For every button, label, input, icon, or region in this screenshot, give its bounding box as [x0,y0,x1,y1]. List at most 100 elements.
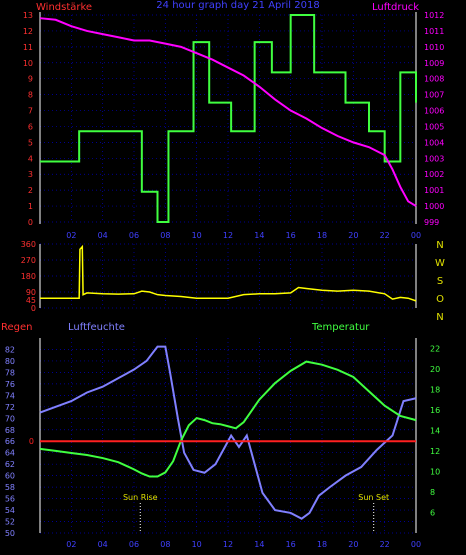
compass-label: N [436,240,443,251]
humidity-tick-label: 70 [5,414,15,423]
direction-series-line [40,244,417,302]
pressure-tick-label: 1012 [424,11,444,20]
wind-series-line [40,14,417,223]
wind-tick-label: 9 [28,75,33,84]
dir-tick-label: 180 [21,272,36,281]
compass-label: O [436,294,444,305]
sun-annotation: Sun Set [358,493,389,502]
humidity-tick-label: 60 [5,472,15,481]
x-tick-label-bottom: 10 [192,540,202,549]
pressure-tick-label: 1005 [424,122,444,131]
x-tick-label-bottom: 00 [411,540,421,549]
wind-tick-label: 11 [23,43,33,52]
dir-tick-label: 90 [26,288,36,297]
x-tick-label: 20 [348,231,358,240]
x-tick-label: 04 [98,231,108,240]
x-tick-label: 16 [286,231,296,240]
x-tick-label: 12 [223,231,233,240]
pressure-tick-label: 1008 [424,75,444,84]
humidity-tick-label: 52 [5,518,15,527]
wind-tick-label: 3 [28,170,33,179]
humidity-tick-label: 58 [5,483,15,492]
x-tick-label-bottom: 06 [129,540,139,549]
temperature-tick-label: 22 [430,344,440,353]
humidity-tick-label: 82 [5,345,15,354]
wind-tick-label: 8 [28,91,33,100]
pressure-tick-label: 1010 [424,43,444,52]
pressure-tick-label: 1001 [424,186,444,195]
legend-regen: Regen [1,322,33,333]
temperature-tick-label: 20 [430,365,440,374]
sun-annotation: Sun Rise [123,493,158,502]
x-tick-label-bottom: 02 [66,540,76,549]
pressure-tick-label: 1007 [424,91,444,100]
legend-temperatur: Temperatur [311,322,370,333]
pressure-tick-label: 1004 [424,138,444,147]
rain-tick-label: 0 [29,437,34,446]
humidity-tick-label: 62 [5,460,15,469]
humidity-tick-label: 50 [5,529,15,538]
header-right: Luftdruck [372,2,419,13]
wind-tick-label: 13 [23,11,33,20]
wind-tick-label: 12 [23,27,33,36]
pressure-tick-label: 1002 [424,170,444,179]
humidity-tick-label: 76 [5,380,15,389]
dir-tick-label: 0 [31,304,36,313]
header-center: 24 hour graph day 21 April 2018 [156,0,319,11]
compass-label: N [436,312,443,323]
humidity-tick-label: 54 [5,506,15,515]
x-tick-label: 00 [411,231,421,240]
x-tick-label-bottom: 22 [380,540,390,549]
x-tick-label: 22 [380,231,390,240]
humidity-tick-label: 64 [5,449,15,458]
x-tick-label: 14 [254,231,264,240]
wind-tick-label: 2 [28,186,33,195]
humidity-tick-label: 80 [5,357,15,366]
wind-tick-label: 10 [23,59,33,68]
pressure-tick-label: 1003 [424,154,444,163]
x-tick-label-bottom: 14 [254,540,264,549]
humidity-tick-label: 72 [5,403,15,412]
temperature-tick-label: 8 [430,488,435,497]
wind-tick-label: 4 [28,154,33,163]
humidity-tick-label: 78 [5,368,15,377]
temperature-tick-label: 6 [430,508,435,517]
wind-tick-label: 5 [28,138,33,147]
temperature-tick-label: 16 [430,406,440,415]
x-tick-label-bottom: 12 [223,540,233,549]
temperature-tick-label: 14 [430,426,440,435]
pressure-tick-label: 1000 [424,202,444,211]
x-tick-label: 10 [192,231,202,240]
x-tick-label: 08 [160,231,170,240]
wind-tick-label: 6 [28,122,33,131]
x-tick-label: 02 [66,231,76,240]
pressure-tick-label: 1011 [424,27,444,36]
wind-tick-label: 7 [28,107,33,116]
humidity-tick-label: 66 [5,437,15,446]
header-left: Windstärke [36,2,92,13]
pressure-series-line [39,17,417,207]
x-tick-label: 18 [317,231,327,240]
temperature-tick-label: 12 [430,447,440,456]
humidity-tick-label: 56 [5,495,15,504]
dir-tick-label: 270 [21,256,36,265]
x-tick-label-bottom: 16 [286,540,296,549]
compass-label: W [435,258,445,269]
temperature-tick-label: 10 [430,467,440,476]
pressure-tick-label: 1006 [424,107,444,116]
temperature-series-line [39,360,417,478]
wind-tick-label: 1 [28,202,33,211]
legend-luftfeuchte: Luftfeuchte [68,322,125,333]
x-tick-label-bottom: 20 [348,540,358,549]
x-tick-label-bottom: 18 [317,540,327,549]
x-tick-label: 06 [129,231,139,240]
dir-tick-label: 45 [26,296,36,305]
humidity-tick-label: 74 [5,391,15,400]
temperature-tick-label: 18 [430,385,440,394]
x-tick-label-bottom: 04 [98,540,108,549]
humidity-tick-label: 68 [5,426,15,435]
wind-tick-label: 0 [28,218,33,227]
pressure-tick-label: 1009 [424,59,444,68]
compass-label: S [437,276,443,287]
